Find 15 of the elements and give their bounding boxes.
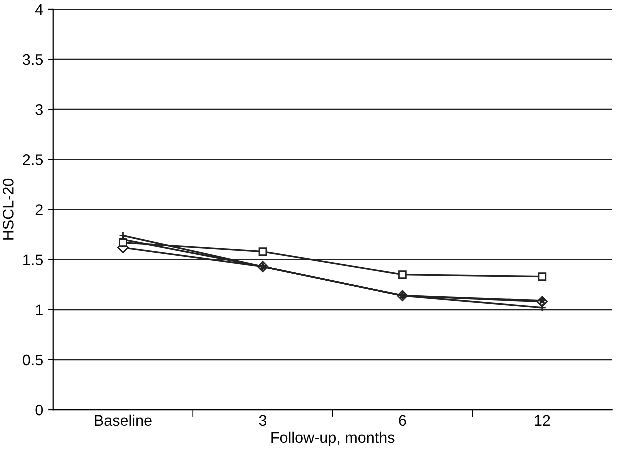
y-tick-label: 3.5 — [23, 54, 44, 66]
y-tick-label: 1.5 — [24, 254, 44, 266]
y-tick-label: 2.5 — [23, 154, 44, 166]
y-tick-label: 0.5 — [23, 354, 44, 366]
y-tick-label: 2 — [36, 204, 43, 216]
x-tick-label: 3 — [259, 415, 267, 426]
y-tick-label: 0 — [36, 404, 44, 416]
y-tick-label: 1 — [36, 304, 43, 316]
x-axis-title: Follow-up, months — [272, 432, 395, 446]
y-tick-label: 3 — [36, 104, 43, 116]
x-tick-label: Baseline — [95, 414, 152, 426]
y-tick-label: 4 — [36, 4, 44, 16]
x-tick-label: 6 — [399, 415, 406, 426]
x-tick-label: 12 — [535, 415, 550, 426]
y-axis-title: HSCL-20 — [3, 178, 14, 240]
